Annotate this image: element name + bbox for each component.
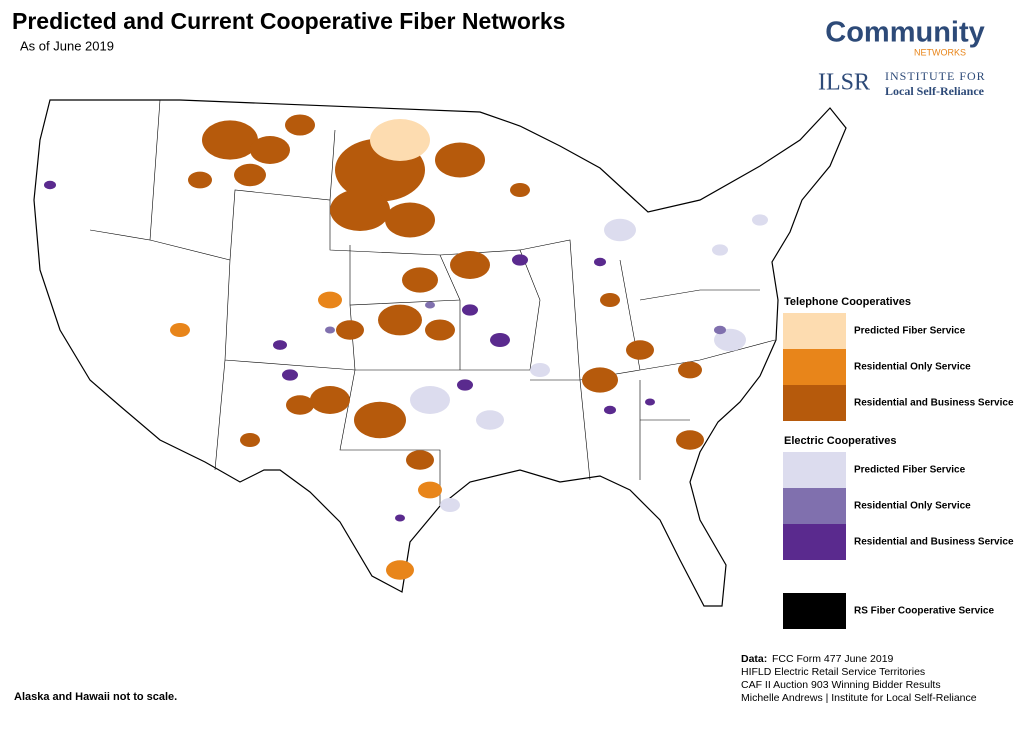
coop-area: [44, 180, 56, 190]
coop-area: [752, 214, 768, 226]
community-logo-sub: NETWORKS: [914, 47, 966, 57]
coop-area: [604, 405, 616, 415]
coop-area: [354, 401, 406, 439]
coop-area: [678, 361, 702, 379]
legend-section-title: Electric Cooperatives: [784, 435, 897, 447]
coop-area: [512, 254, 528, 266]
coop-area: [676, 430, 704, 450]
legend-label: Residential Only Service: [854, 501, 971, 512]
legend-label: Predicted Fiber Service: [854, 465, 966, 476]
coop-area: [645, 398, 655, 406]
coop-area: [530, 363, 550, 377]
coop-area: [594, 257, 606, 267]
source-line: Michelle Andrews | Institute for Local S…: [741, 692, 977, 704]
coop-area: [435, 142, 485, 178]
coop-area: [386, 560, 414, 580]
legend-label: Residential Only Service: [854, 362, 971, 373]
coop-area: [170, 323, 190, 337]
legend-swatch: [783, 593, 846, 629]
coop-area: [410, 386, 450, 414]
coop-area: [626, 340, 654, 360]
coop-area: [395, 514, 405, 522]
legend-label: Residential and Business Service: [854, 398, 1014, 409]
coop-area: [318, 291, 342, 309]
legend-swatch: [783, 349, 846, 385]
source-line: CAF II Auction 903 Winning Bidder Result…: [741, 679, 941, 691]
coop-area: [310, 386, 350, 414]
coop-area: [286, 395, 314, 415]
coop-area: [600, 293, 620, 307]
coop-area: [202, 120, 258, 160]
source-line: FCC Form 477 June 2019: [772, 653, 894, 665]
coop-area: [604, 218, 636, 242]
coop-area: [457, 379, 473, 391]
title: Predicted and Current Cooperative Fiber …: [12, 8, 565, 34]
coop-area: [188, 171, 212, 189]
legend-swatch: [783, 524, 846, 560]
coop-area: [418, 481, 442, 499]
legend-label: Predicted Fiber Service: [854, 326, 966, 337]
coop-area: [250, 136, 290, 164]
coop-area: [462, 304, 478, 316]
us-map: [33, 99, 847, 607]
legend-swatch: [783, 385, 846, 421]
coop-area: [440, 498, 460, 512]
us-outline: [33, 99, 847, 607]
coop-area: [490, 333, 510, 347]
community-logo: Community: [825, 17, 985, 49]
coop-area: [330, 189, 390, 231]
coop-area: [510, 183, 530, 197]
source-label: Data:: [741, 653, 767, 665]
coop-area: [273, 340, 287, 350]
ilsr-line1: INSTITUTE FOR: [885, 69, 986, 83]
subtitle: As of June 2019: [20, 38, 114, 53]
ilsr-line2: Local Self-Reliance: [885, 84, 985, 98]
coop-area: [714, 328, 746, 352]
coop-area: [325, 326, 335, 334]
coop-area: [285, 114, 315, 136]
coop-area: [450, 251, 490, 279]
legend-swatch: [783, 452, 846, 488]
coop-area: [240, 433, 260, 447]
coop-area: [476, 410, 504, 430]
coop-area: [385, 202, 435, 238]
legend-section-title: Telephone Cooperatives: [784, 296, 911, 308]
coop-area: [402, 267, 438, 293]
legend-label: Residential and Business Service: [854, 537, 1014, 548]
state-lines: [89, 99, 776, 505]
legend-label: RS Fiber Cooperative Service: [854, 606, 994, 617]
source-line: HIFLD Electric Retail Service Territorie…: [741, 666, 925, 678]
coop-area: [370, 119, 430, 161]
legend-swatch: [783, 313, 846, 349]
legend: Telephone Cooperatives Predicted Fiber Se…: [783, 296, 1014, 629]
coop-area: [425, 319, 455, 341]
coop-area: [406, 450, 434, 470]
coop-area: [378, 304, 422, 336]
coop-area: [425, 301, 435, 309]
coop-area: [336, 320, 364, 340]
note: Alaska and Hawaii not to scale.: [14, 691, 177, 703]
coop-area: [714, 325, 726, 335]
ilsr-logo: ILSR: [818, 70, 870, 96]
coop-area: [582, 367, 618, 393]
coop-area: [282, 369, 298, 381]
coop-area: [234, 163, 266, 187]
legend-swatch: [783, 488, 846, 524]
coop-areas: [44, 114, 768, 580]
coop-area: [712, 244, 728, 256]
